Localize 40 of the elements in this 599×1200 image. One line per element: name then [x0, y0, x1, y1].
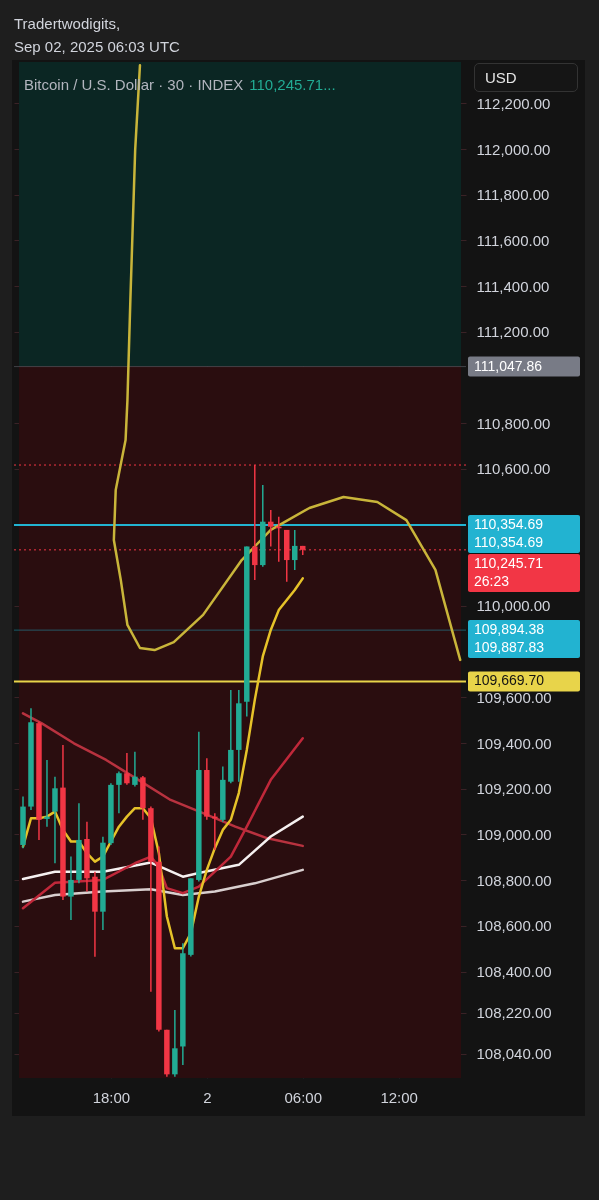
ref-line-label: 110,245.71 26:23 — [474, 554, 544, 589]
candlestick — [132, 751, 138, 788]
ref-line-label: 109,894.38 109,887.83 — [474, 621, 545, 656]
line-series — [112, 63, 462, 662]
ref-line-label: 111,047.86 — [474, 357, 543, 374]
y-axis-title: USD — [474, 63, 578, 92]
text: Tradertwodigits, — [14, 14, 122, 34]
y-tick-label: 111,800.00 — [476, 186, 550, 204]
y-tick-label: 112,000.00 — [476, 140, 551, 158]
candlestick — [292, 529, 298, 571]
x-tick-label: 2 — [203, 1088, 212, 1106]
y-tick-label: 108,220.00 — [476, 1004, 552, 1022]
candlestick — [44, 759, 50, 828]
text: Sep 02, 2025 06:03 UTC — [14, 37, 180, 57]
y-tick-label: 108,400.00 — [476, 963, 552, 981]
y-tick-label: 111,600.00 — [476, 231, 550, 249]
ref-line-label: 110,354.69 110,354.69 — [474, 515, 544, 550]
y-tick-label: 108,600.00 — [476, 917, 552, 935]
candlestick — [124, 752, 130, 786]
x-tick-label: 18:00 — [92, 1088, 131, 1106]
y-tick-label: 112,200.00 — [476, 94, 551, 112]
y-tick-label: 110,000.00 — [476, 597, 551, 615]
candlestick — [116, 770, 122, 814]
y-tick-label: 110,800.00 — [476, 414, 551, 432]
x-tick-label: 06:00 — [284, 1088, 323, 1106]
candlestick — [52, 775, 58, 864]
annotation: 110,245.71... — [249, 76, 336, 93]
candlestick — [68, 855, 74, 921]
y-tick-label: 111,200.00 — [476, 323, 550, 341]
y-tick-label: 109,000.00 — [476, 825, 552, 843]
y-tick-label: 109,600.00 — [476, 688, 552, 706]
y-tick-label: 109,400.00 — [476, 734, 552, 752]
ref-line-label: 109,669.70 — [474, 672, 545, 689]
x-tick-label: 12:00 — [380, 1088, 418, 1106]
y-tick-label: 109,200.00 — [476, 780, 552, 798]
y-tick-label: 108,040.00 — [476, 1045, 552, 1063]
candlestick — [268, 509, 274, 548]
y-tick-label: 111,400.00 — [476, 277, 550, 295]
y-tick-label: 108,800.00 — [476, 871, 552, 889]
y-tick-label: 110,600.00 — [476, 460, 551, 478]
